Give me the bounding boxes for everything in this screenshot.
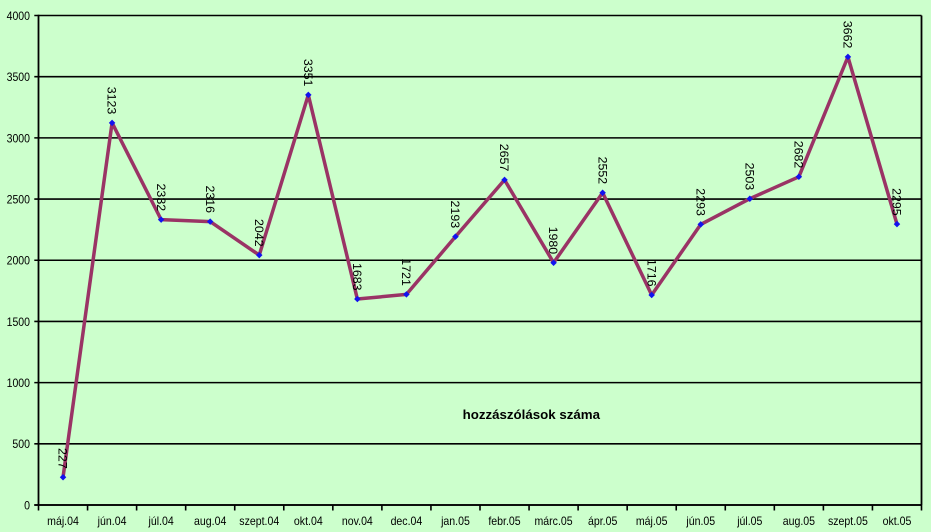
svg-text:2657: 2657 — [497, 144, 511, 172]
svg-text:jún.04: jún.04 — [97, 514, 127, 528]
svg-text:okt.04: okt.04 — [294, 514, 323, 528]
svg-text:máj.04: máj.04 — [47, 514, 79, 528]
svg-text:ápr.05: ápr.05 — [588, 514, 618, 528]
svg-text:500: 500 — [12, 437, 30, 451]
svg-text:aug.05: aug.05 — [783, 514, 816, 528]
svg-text:0: 0 — [24, 498, 30, 512]
svg-text:2295: 2295 — [890, 188, 904, 216]
svg-text:2503: 2503 — [742, 163, 756, 191]
svg-text:1683: 1683 — [350, 263, 364, 291]
svg-text:2293: 2293 — [693, 188, 707, 216]
svg-text:2000: 2000 — [7, 254, 31, 268]
svg-text:márc.05: márc.05 — [535, 514, 573, 528]
svg-text:3000: 3000 — [7, 131, 31, 145]
svg-text:2193: 2193 — [448, 201, 462, 229]
svg-text:máj.05: máj.05 — [636, 514, 668, 528]
svg-text:3351: 3351 — [301, 59, 315, 87]
svg-text:1000: 1000 — [7, 376, 31, 390]
svg-text:febr.05: febr.05 — [488, 514, 521, 528]
svg-text:1716: 1716 — [644, 259, 658, 287]
svg-text:1980: 1980 — [546, 227, 560, 255]
svg-text:aug.04: aug.04 — [194, 514, 227, 528]
svg-text:2332: 2332 — [154, 184, 168, 212]
svg-text:hozzászólások száma: hozzászólások száma — [463, 407, 601, 422]
svg-text:dec.04: dec.04 — [391, 514, 423, 528]
svg-text:szept.04: szept.04 — [239, 514, 279, 528]
svg-text:nov.04: nov.04 — [342, 514, 373, 528]
svg-text:3123: 3123 — [105, 87, 119, 115]
svg-text:okt.05: okt.05 — [883, 514, 912, 528]
svg-text:2552: 2552 — [595, 157, 609, 185]
svg-text:1721: 1721 — [399, 258, 413, 286]
svg-text:jan.05: jan.05 — [440, 514, 470, 528]
svg-text:2042: 2042 — [252, 219, 266, 247]
svg-text:3662: 3662 — [841, 21, 855, 49]
svg-text:2500: 2500 — [7, 192, 31, 206]
svg-text:júl.04: júl.04 — [148, 514, 174, 528]
svg-text:1500: 1500 — [7, 315, 31, 329]
svg-text:2316: 2316 — [203, 186, 217, 214]
svg-text:2682: 2682 — [792, 141, 806, 169]
svg-text:3500: 3500 — [7, 70, 31, 84]
svg-text:227: 227 — [56, 448, 70, 469]
svg-text:szept.05: szept.05 — [828, 514, 868, 528]
svg-text:4000: 4000 — [7, 9, 31, 23]
svg-text:júl.05: júl.05 — [736, 514, 762, 528]
svg-text:jún.05: jún.05 — [685, 514, 715, 528]
